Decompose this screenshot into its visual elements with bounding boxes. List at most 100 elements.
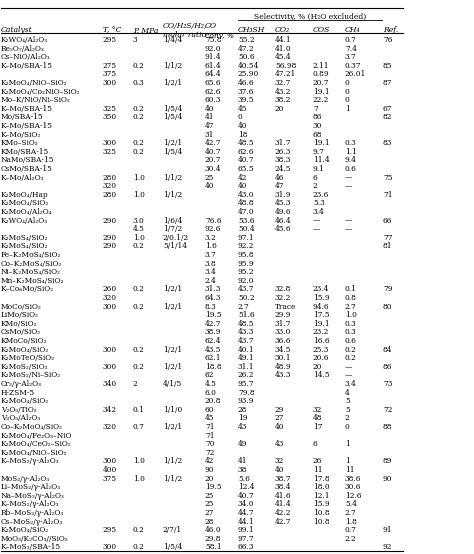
Text: K₂MoO₄/SiO₂: K₂MoO₄/SiO₂ (1, 397, 49, 405)
Text: 3.4: 3.4 (313, 208, 325, 216)
Text: 20: 20 (205, 475, 214, 483)
Text: 0: 0 (345, 96, 350, 104)
Text: 46: 46 (275, 173, 284, 182)
Text: K₂MoS₂/SiO₂: K₂MoS₂/SiO₂ (1, 363, 49, 371)
Text: 19.1: 19.1 (313, 88, 329, 96)
Text: 66: 66 (383, 217, 392, 224)
Text: 300: 300 (103, 543, 117, 551)
Text: 20.8: 20.8 (205, 397, 221, 405)
Text: 30.1: 30.1 (275, 354, 292, 362)
Text: 2.2: 2.2 (345, 535, 356, 543)
Text: 45: 45 (205, 414, 215, 422)
Text: 320: 320 (103, 182, 117, 190)
Text: 23.2: 23.2 (313, 329, 329, 336)
Text: 320: 320 (103, 423, 117, 431)
Text: 25.3: 25.3 (313, 346, 329, 353)
Text: 1.0: 1.0 (133, 173, 145, 182)
Text: 5.4: 5.4 (345, 500, 357, 509)
Text: 1/2/1: 1/2/1 (163, 423, 182, 431)
Text: 0.7: 0.7 (133, 423, 145, 431)
Text: 3.7: 3.7 (205, 251, 217, 259)
Text: 79: 79 (383, 285, 392, 294)
Text: 60.3: 60.3 (205, 96, 221, 104)
Text: 0.2: 0.2 (133, 285, 145, 294)
Text: 0: 0 (345, 79, 350, 87)
Text: K₂MoS₄/SiO₂: K₂MoS₄/SiO₂ (1, 243, 48, 250)
Text: T, °C: T, °C (103, 26, 121, 34)
Text: 1/1/2: 1/1/2 (163, 458, 182, 465)
Text: 3.4: 3.4 (345, 380, 357, 388)
Text: Mo–K/NiO/Ni–SiO₂: Mo–K/NiO/Ni–SiO₂ (1, 96, 71, 104)
Text: 1/6/4: 1/6/4 (163, 217, 182, 224)
Text: 0.2: 0.2 (133, 114, 145, 121)
Text: V₂O₅/TiO₂: V₂O₅/TiO₂ (1, 406, 37, 414)
Text: 94.6: 94.6 (313, 302, 329, 311)
Text: Trace: Trace (275, 302, 296, 311)
Text: K₂MoO₄/NiO–SiO₂: K₂MoO₄/NiO–SiO₂ (1, 79, 68, 87)
Text: 1/1/2: 1/1/2 (163, 62, 182, 70)
Text: 1/2/1: 1/2/1 (163, 346, 182, 353)
Text: 280: 280 (103, 173, 117, 182)
Text: 20.6: 20.6 (313, 354, 329, 362)
Text: 1.0: 1.0 (133, 458, 145, 465)
Text: 260: 260 (103, 285, 117, 294)
Text: 1.0: 1.0 (133, 191, 145, 199)
Text: Rb–MoS₂/γ-Al₂O₃: Rb–MoS₂/γ-Al₂O₃ (1, 509, 64, 517)
Text: 29.8: 29.8 (205, 535, 221, 543)
Text: 3.0: 3.0 (133, 217, 145, 224)
Text: K–MoS₂/SBA-15: K–MoS₂/SBA-15 (1, 543, 61, 551)
Text: K–Mo/SBA-15: K–Mo/SBA-15 (1, 105, 53, 113)
Text: 86: 86 (383, 363, 392, 371)
Text: 38.4: 38.4 (275, 483, 292, 491)
Text: 22.2: 22.2 (313, 96, 329, 104)
Text: 37.6: 37.6 (238, 88, 255, 96)
Text: 42.7: 42.7 (205, 139, 221, 147)
Text: 2.7: 2.7 (345, 509, 357, 517)
Text: 90: 90 (383, 475, 392, 483)
Text: 92.0: 92.0 (238, 277, 255, 285)
Text: 49.6: 49.6 (275, 208, 292, 216)
Text: 1: 1 (345, 458, 350, 465)
Text: 15.9: 15.9 (313, 500, 329, 509)
Text: 65.6: 65.6 (205, 79, 222, 87)
Text: 43.7: 43.7 (238, 337, 255, 345)
Text: 41.0: 41.0 (275, 45, 292, 53)
Text: 0.7: 0.7 (345, 526, 357, 534)
Text: CH₃SH: CH₃SH (238, 26, 265, 34)
Text: 27: 27 (275, 414, 284, 422)
Text: V₂O₅/Al₂O₃: V₂O₅/Al₂O₃ (1, 414, 40, 422)
Text: 290: 290 (103, 217, 117, 224)
Text: 45: 45 (238, 105, 247, 113)
Text: 43.3: 43.3 (238, 329, 255, 336)
Text: K–MoS₂/γ-Al₂O₃: K–MoS₂/γ-Al₂O₃ (1, 458, 60, 465)
Text: —: — (345, 363, 352, 371)
Text: 38.3: 38.3 (275, 156, 292, 165)
Text: 18: 18 (238, 131, 247, 138)
Text: MoCo/SiO₂: MoCo/SiO₂ (1, 302, 42, 311)
Text: 0.1: 0.1 (133, 406, 145, 414)
Text: 91: 91 (383, 526, 392, 534)
Text: 0.6: 0.6 (345, 165, 357, 173)
Text: 5.3: 5.3 (313, 199, 325, 207)
Text: 47: 47 (275, 182, 284, 190)
Text: 2.7: 2.7 (238, 302, 250, 311)
Text: 20.7: 20.7 (313, 79, 329, 87)
Text: 71: 71 (383, 191, 392, 199)
Text: 85: 85 (383, 62, 392, 70)
Text: K₂MoO₄/Hap: K₂MoO₄/Hap (1, 191, 49, 199)
Text: KMo/SBA-15: KMo/SBA-15 (1, 148, 49, 156)
Text: 9.1: 9.1 (313, 165, 325, 173)
Text: 0.2: 0.2 (133, 526, 145, 534)
Text: 1/1/2: 1/1/2 (163, 191, 182, 199)
Text: 95.8: 95.8 (238, 251, 255, 259)
Text: 5: 5 (345, 406, 350, 414)
Text: 75.8: 75.8 (205, 36, 222, 44)
Text: 340: 340 (103, 380, 117, 388)
Text: 48.5: 48.5 (238, 139, 255, 147)
Text: K₂WO₄/Al₂O₃: K₂WO₄/Al₂O₃ (1, 217, 48, 224)
Text: Li–MoS₂/γ-Al₂O₃: Li–MoS₂/γ-Al₂O₃ (1, 483, 61, 491)
Text: 32: 32 (313, 406, 322, 414)
Text: 0.3: 0.3 (345, 320, 357, 328)
Text: MoS₂/γ-Al₂O₃: MoS₂/γ-Al₂O₃ (1, 475, 50, 483)
Text: CO
conv, %: CO conv, % (205, 22, 234, 39)
